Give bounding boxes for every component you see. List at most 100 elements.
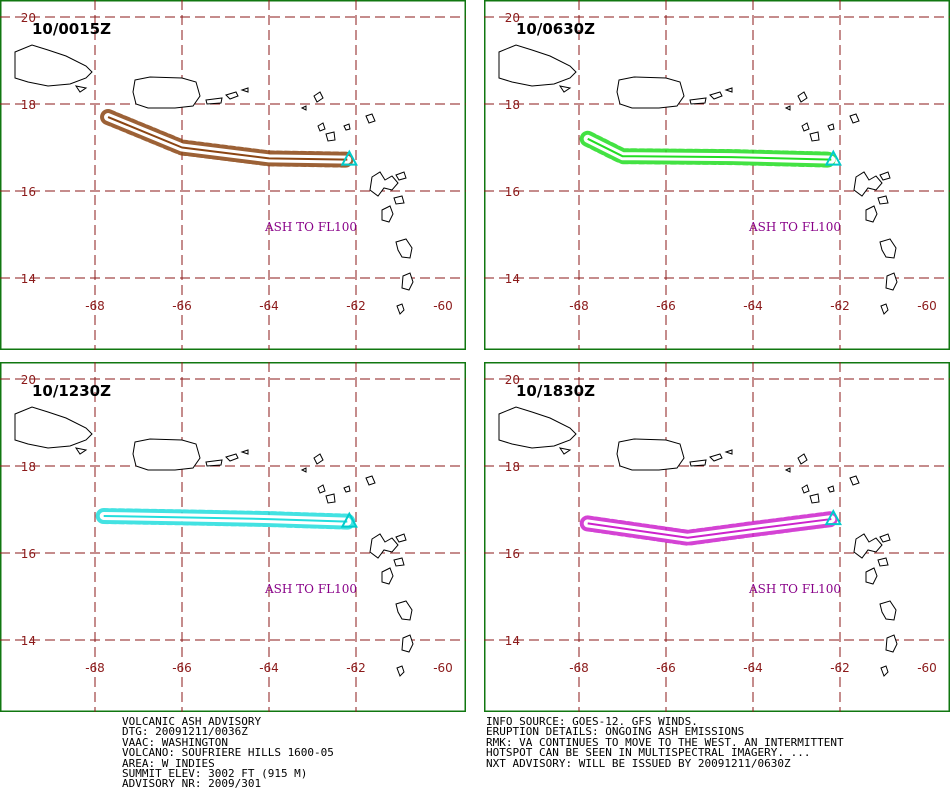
longitude-tick-label: -66 bbox=[172, 299, 192, 313]
latitude-tick-label: 14 bbox=[505, 634, 520, 648]
nevis-outline bbox=[365, 113, 376, 124]
longitude-tick-label: -68 bbox=[569, 299, 589, 313]
st-vincent-outline bbox=[396, 303, 405, 315]
longitude-tick-label: -64 bbox=[743, 299, 763, 313]
les-saintes-outline bbox=[879, 171, 891, 181]
les-saintes-outline bbox=[879, 533, 891, 543]
anguilla-outline bbox=[313, 91, 324, 103]
hispaniola-outline bbox=[14, 44, 93, 93]
small-isle-outline bbox=[300, 105, 307, 111]
volcano-triangle-icon bbox=[824, 508, 842, 526]
longitude-tick-label: -60 bbox=[917, 299, 937, 313]
nevis-outline bbox=[849, 113, 860, 124]
longitude-tick-label: -64 bbox=[743, 661, 763, 675]
nevis-outline bbox=[849, 475, 860, 486]
latitude-tick-label: 18 bbox=[21, 98, 36, 112]
st-vincent-outline bbox=[880, 303, 889, 315]
latitude-tick-label: 18 bbox=[21, 460, 36, 474]
map-svg: 20 18 16 14 -68 -66 -64 -62 -60 10/1230Z ASH TO FL… bbox=[0, 362, 466, 712]
longitude-tick-label: -62 bbox=[346, 661, 366, 675]
map-panel-3: 20 18 16 14 -68 -66 -64 -62 -60 10/1230Z ASH TO FL… bbox=[0, 362, 466, 712]
latitude-tick-label: 20 bbox=[21, 11, 36, 25]
puerto-rico-outline bbox=[132, 438, 201, 471]
longitude-tick-label: -66 bbox=[656, 661, 676, 675]
vieques-outline bbox=[205, 459, 223, 467]
ash-cloud-axis bbox=[587, 518, 832, 539]
advisory-line: RMK: VA CONTINUES TO MOVE TO THE WEST. A… bbox=[486, 735, 844, 749]
advisory-line: SUMMIT ELEV: 3002 FT (915 M) bbox=[122, 767, 308, 781]
barbuda-outline bbox=[317, 122, 326, 132]
advisory-line: HOTSPOT CAN BE SEEN IN MULTISPECTRAL IMA… bbox=[486, 746, 811, 760]
advisory-line: NXT ADVISORY: WILL BE ISSUED BY 20091211… bbox=[486, 756, 791, 770]
hispaniola-outline bbox=[498, 44, 577, 93]
antigua-outline bbox=[809, 493, 820, 504]
dominica-outline bbox=[865, 205, 878, 223]
map-panel-2: 20 18 16 14 -68 -66 -64 -62 -60 10/0630Z ASH TO FL… bbox=[484, 0, 950, 350]
antigua-outline bbox=[325, 131, 336, 142]
map-frame bbox=[0, 362, 466, 712]
advisory-line: INFO SOURCE: GOES-12. GFS WINDS. bbox=[486, 715, 698, 728]
ash-height-label: ASH TO FL100 bbox=[748, 582, 841, 596]
latitude-tick-label: 16 bbox=[21, 185, 36, 199]
ash-cloud-axis bbox=[587, 137, 832, 161]
les-saintes-outline bbox=[395, 171, 407, 181]
longitude-tick-label: -66 bbox=[656, 299, 676, 313]
latitude-tick-label: 20 bbox=[21, 373, 36, 387]
latitude-tick-label: 18 bbox=[505, 98, 520, 112]
puerto-rico-outline bbox=[616, 438, 685, 471]
advisory-line: AREA: W_INDIES bbox=[122, 756, 215, 770]
puerto-rico-outline bbox=[616, 76, 685, 109]
vieques-outline bbox=[689, 459, 707, 467]
dominica-outline bbox=[381, 567, 394, 585]
virgin-islands-outline bbox=[225, 449, 249, 462]
virgin-islands-outline bbox=[709, 449, 733, 462]
longitude-tick-label: -60 bbox=[917, 661, 937, 675]
st-lucia-outline bbox=[401, 272, 414, 291]
marie-galante-outline bbox=[877, 557, 889, 567]
st-kitts-outline bbox=[343, 123, 351, 131]
st-lucia-outline bbox=[885, 272, 898, 291]
latitude-tick-label: 14 bbox=[21, 634, 36, 648]
longitude-tick-label: -60 bbox=[433, 299, 453, 313]
st-kitts-outline bbox=[827, 485, 835, 493]
martinique-outline bbox=[395, 238, 413, 259]
longitude-tick-label: -68 bbox=[85, 661, 105, 675]
panel-title: 10/0015Z bbox=[32, 20, 111, 38]
panel-title: 10/1230Z bbox=[32, 382, 111, 400]
latitude-tick-label: 16 bbox=[505, 547, 520, 561]
nevis-outline bbox=[365, 475, 376, 486]
guadeloupe-outline bbox=[369, 171, 399, 197]
latitude-tick-label: 16 bbox=[505, 185, 520, 199]
dominica-outline bbox=[381, 205, 394, 223]
advisory-right-text: INFO SOURCE: GOES-12. GFS WINDS. ERUPTIO… bbox=[486, 715, 844, 770]
latitude-tick-label: 14 bbox=[505, 272, 520, 286]
map-svg: 20 18 16 14 -68 -66 -64 -62 -60 10/1830Z ASH TO FL… bbox=[484, 362, 950, 712]
advisory-left-text: VOLCANIC ASH ADVISORY DTG: 20091211/0036… bbox=[122, 716, 334, 790]
hispaniola-outline bbox=[14, 406, 93, 455]
martinique-outline bbox=[879, 600, 897, 621]
advisory-line: DTG: 20091211/0036Z bbox=[122, 725, 248, 739]
map-frame bbox=[484, 0, 950, 350]
map-frame bbox=[0, 0, 466, 350]
st-lucia-outline bbox=[885, 634, 898, 653]
guadeloupe-outline bbox=[853, 533, 883, 559]
marie-galante-outline bbox=[393, 195, 405, 205]
longitude-tick-label: -66 bbox=[172, 661, 192, 675]
map-svg: 20 18 16 14 -68 -66 -64 -62 -60 10/0015Z ASH TO FL… bbox=[0, 0, 466, 350]
longitude-tick-label: -68 bbox=[85, 299, 105, 313]
longitude-tick-label: -62 bbox=[830, 299, 850, 313]
st-vincent-outline bbox=[880, 665, 889, 677]
small-isle-outline bbox=[784, 105, 791, 111]
ash-height-label: ASH TO FL100 bbox=[264, 220, 357, 234]
ash-height-label: ASH TO FL100 bbox=[748, 220, 841, 234]
virgin-islands-outline bbox=[225, 87, 249, 100]
anguilla-outline bbox=[797, 453, 808, 465]
martinique-outline bbox=[395, 600, 413, 621]
longitude-tick-label: -62 bbox=[830, 661, 850, 675]
volcano-triangle-icon bbox=[340, 511, 358, 528]
advisory-line: ERUPTION DETAILS: ONGOING ASH EMISSIONS bbox=[486, 725, 745, 739]
map-panel-4: 20 18 16 14 -68 -66 -64 -62 -60 10/1830Z ASH TO FL… bbox=[484, 362, 950, 712]
barbuda-outline bbox=[801, 122, 810, 132]
latitude-tick-label: 20 bbox=[505, 373, 520, 387]
martinique-outline bbox=[879, 238, 897, 259]
